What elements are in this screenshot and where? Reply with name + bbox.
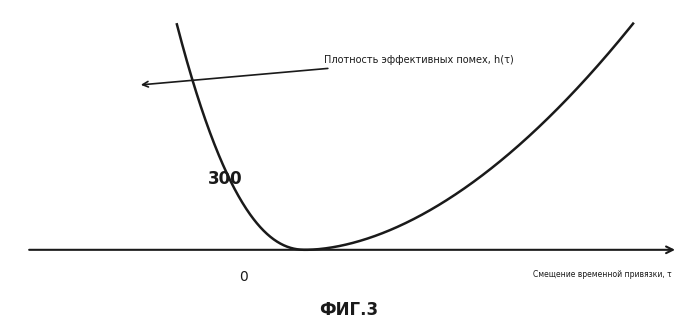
Text: Плотность эффективных помех, h(τ): Плотность эффективных помех, h(τ) [142,55,514,87]
Text: Смещение временной привязки, τ: Смещение временной привязки, τ [533,270,671,279]
Text: 300: 300 [207,170,242,188]
Text: 0: 0 [239,270,248,284]
Text: ФИГ.3: ФИГ.3 [320,302,378,319]
